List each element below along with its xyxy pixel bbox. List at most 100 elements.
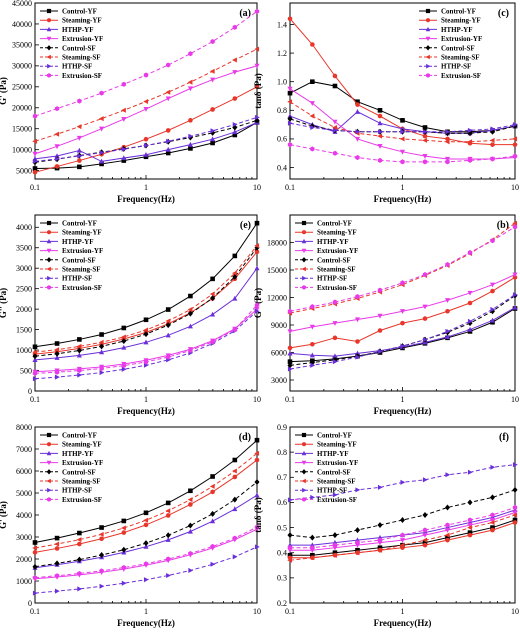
y-tick-label: 10000	[12, 145, 32, 154]
data-point	[287, 359, 293, 364]
series-line	[289, 88, 516, 160]
legend-entry: Steaming-SF	[62, 478, 101, 486]
data-point	[210, 561, 216, 567]
data-point	[287, 557, 293, 563]
data-point	[210, 136, 216, 142]
data-point	[165, 96, 171, 102]
data-point	[143, 510, 149, 516]
data-point	[287, 86, 293, 92]
x-tick-label: 1	[401, 183, 405, 192]
data-point	[232, 124, 238, 131]
data-point	[121, 546, 127, 553]
data-point	[422, 159, 428, 165]
y-tick-label: 15000	[267, 266, 287, 275]
data-point	[121, 146, 127, 152]
data-point	[188, 133, 194, 139]
data-point	[490, 288, 495, 294]
legend-marker	[46, 18, 52, 23]
data-point	[165, 508, 171, 514]
data-point	[121, 525, 126, 531]
data-point	[377, 120, 383, 126]
x-tick-label: 10	[253, 183, 261, 192]
legend-marker	[47, 275, 52, 281]
data-point	[32, 353, 38, 360]
data-point	[166, 556, 171, 562]
legend-marker	[46, 36, 52, 42]
legend-entry: Control-SF	[441, 44, 475, 52]
data-point	[209, 291, 215, 297]
legend-marker	[302, 275, 307, 281]
data-point	[187, 522, 193, 529]
x-tick-label: 0.1	[30, 607, 40, 616]
data-point	[444, 334, 451, 339]
data-point	[54, 350, 60, 357]
y-tick-label: 0.7	[277, 473, 287, 482]
y-tick-label: 0.8	[277, 448, 287, 457]
data-point	[32, 113, 38, 119]
legend-marker	[302, 497, 306, 502]
x-tick-label: 10	[511, 395, 519, 404]
data-point	[309, 534, 315, 541]
data-point	[232, 24, 237, 30]
data-point	[512, 292, 518, 298]
data-point	[467, 530, 473, 535]
data-point	[355, 99, 360, 105]
panel-label: (b)	[497, 220, 509, 231]
data-point	[445, 328, 451, 334]
legend-marker	[302, 487, 307, 493]
data-point	[232, 554, 238, 560]
chart-panel-c: 0.1 1 10 0.4 0.6 0.8 1.0 1.2 1.4 Frequency(Hz) tan…	[253, 2, 519, 204]
data-point	[512, 520, 518, 525]
data-point	[377, 313, 383, 319]
x-tick-label: 0.1	[285, 183, 295, 192]
data-point	[399, 517, 406, 524]
data-point	[490, 512, 495, 518]
legend-entry: HTHP-SF	[62, 275, 92, 283]
series-extrusion-sf	[287, 142, 518, 165]
data-point	[32, 158, 38, 164]
legend-marker	[46, 45, 52, 51]
legend-entry: Extrusion-YF	[62, 35, 103, 43]
data-point	[512, 517, 518, 523]
legend-marker	[301, 238, 307, 244]
data-point	[32, 166, 38, 171]
legend: Control-YFSteaming-YFHTHP-YFExtrusion-YF…	[40, 220, 103, 292]
series-line	[34, 86, 258, 173]
data-point	[32, 376, 38, 382]
data-point	[254, 63, 260, 69]
data-point	[310, 494, 316, 500]
data-point	[332, 150, 338, 156]
data-point	[490, 527, 495, 533]
y-tick-label: 0.4	[277, 163, 287, 172]
y-axis-title: G' (Pa)	[0, 77, 8, 105]
legend-marker	[425, 36, 431, 42]
data-point	[422, 537, 428, 543]
data-point	[232, 535, 237, 541]
data-point	[232, 70, 238, 75]
data-point	[399, 149, 406, 155]
legend-entry: Control-YF	[441, 8, 476, 16]
y-tick-label: 0.5	[277, 523, 287, 532]
data-point	[98, 339, 104, 345]
legend-entry: Control-SF	[62, 256, 96, 264]
data-point	[355, 129, 361, 135]
series-extrusion-sf	[287, 224, 518, 314]
data-point	[287, 329, 293, 335]
data-point	[332, 127, 338, 133]
data-point	[143, 154, 149, 160]
legend-entry: HTHP-SF	[317, 275, 347, 283]
legend-marker	[46, 266, 51, 272]
x-tick-label: 1	[144, 607, 148, 616]
legend-marker	[301, 266, 306, 272]
legend-marker	[46, 54, 51, 60]
legend-entry: Steaming-YF	[62, 229, 102, 237]
data-point	[287, 90, 293, 96]
data-point	[54, 164, 60, 169]
data-point	[143, 331, 149, 338]
legend-marker	[425, 8, 431, 14]
data-point	[332, 335, 338, 341]
data-point	[165, 89, 171, 95]
data-point	[143, 106, 149, 112]
y-tick-label: 18000	[267, 238, 287, 247]
